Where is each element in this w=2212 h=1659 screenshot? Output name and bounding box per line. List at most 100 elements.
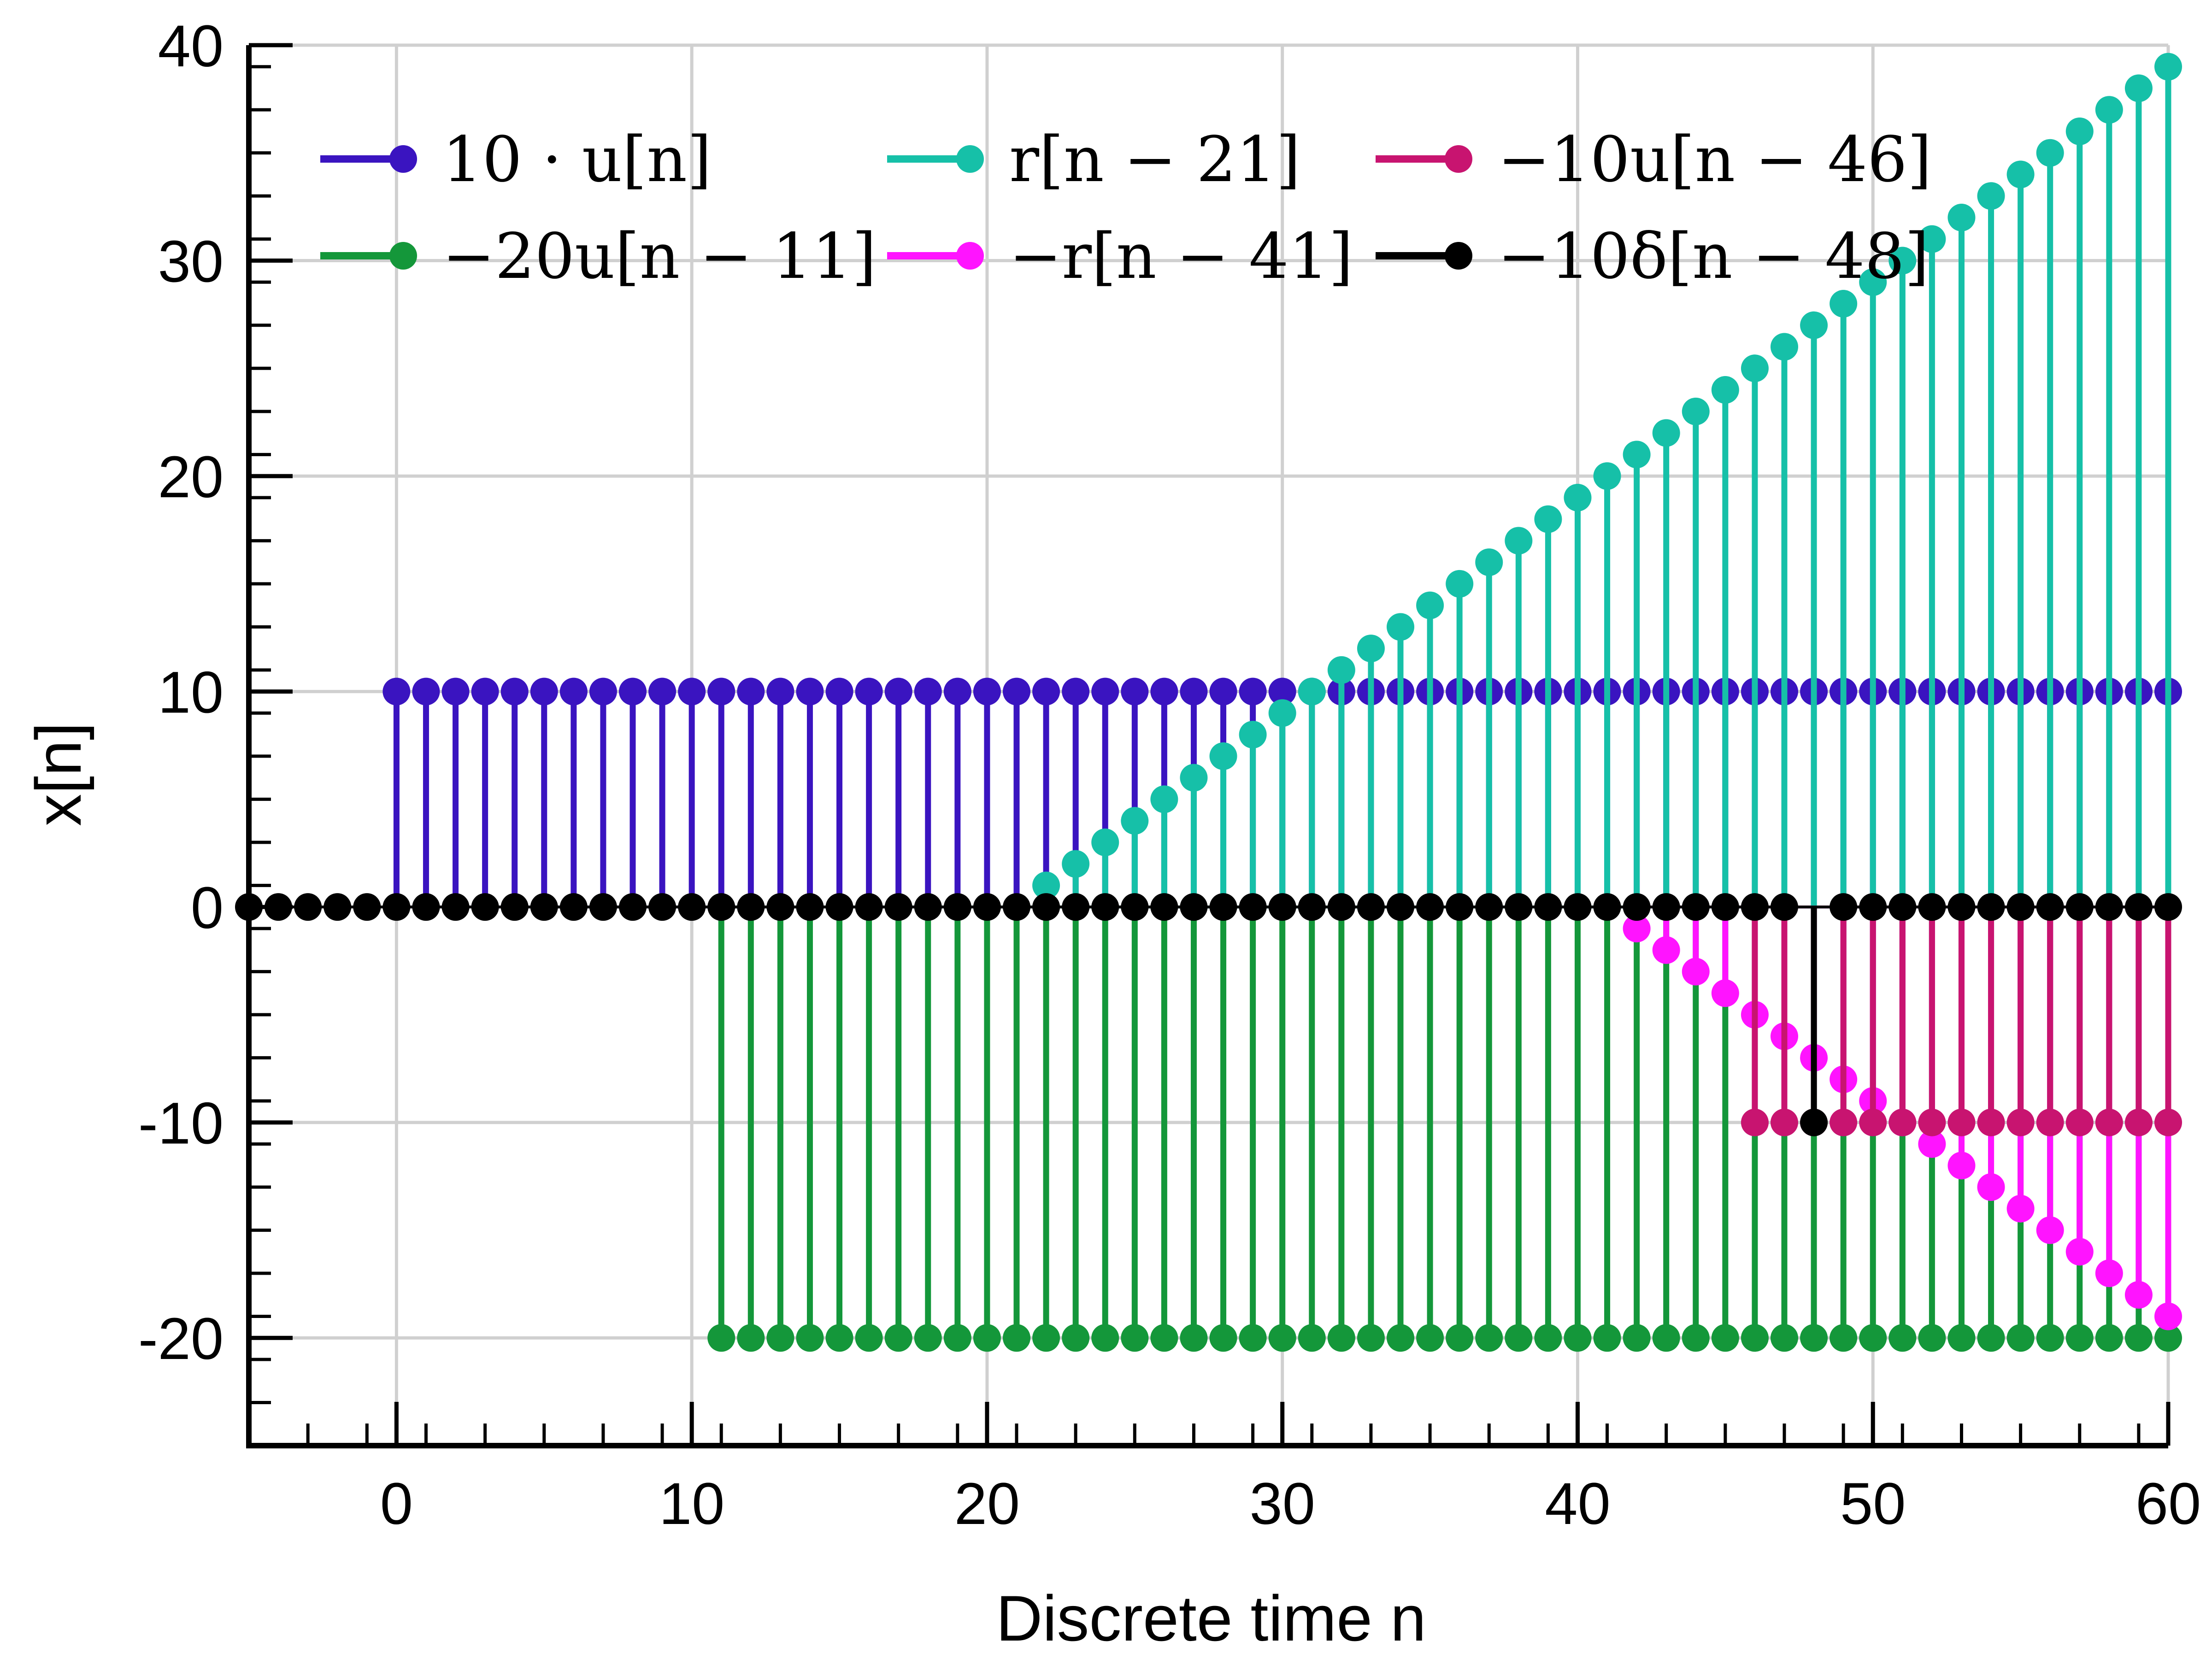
- series-4-marker: [1918, 1108, 1946, 1136]
- y-tick-label: 0: [191, 875, 224, 941]
- series-2-marker: [1711, 376, 1739, 404]
- series-1-marker: [1741, 1324, 1769, 1352]
- series-5-marker: [382, 893, 411, 921]
- series-0-marker: [1180, 677, 1208, 706]
- series-1-marker: [2154, 1324, 2182, 1352]
- x-axis-label: Discrete time n: [996, 1582, 1426, 1654]
- series-5-marker: [737, 893, 765, 921]
- series-1-marker: [1593, 1324, 1621, 1352]
- series-0-marker: [382, 677, 411, 706]
- series-1-marker: [1800, 1324, 1828, 1352]
- series-5-marker: [1711, 893, 1739, 921]
- series-0-marker: [884, 677, 912, 706]
- y-tick-label: -10: [138, 1091, 224, 1157]
- series-2-marker: [2154, 53, 2182, 81]
- series-0-marker: [678, 677, 706, 706]
- series-5-marker: [294, 893, 322, 921]
- series-2-marker: [2095, 96, 2123, 124]
- series-2-marker: [1209, 742, 1237, 770]
- series-1-marker: [1711, 1324, 1739, 1352]
- series-5-marker: [559, 893, 588, 921]
- series-1-marker: [1150, 1324, 1178, 1352]
- series-2-marker: [2065, 118, 2094, 146]
- series-5-marker: [825, 893, 853, 921]
- series-5-marker: [589, 893, 617, 921]
- series-3-marker: [1623, 914, 1651, 942]
- series-1-marker: [855, 1324, 883, 1352]
- series-5-marker: [1623, 893, 1651, 921]
- series-5-marker: [648, 893, 677, 921]
- series-4: [1741, 906, 2182, 1136]
- series-2-marker: [1888, 247, 1917, 275]
- series-0-marker: [471, 677, 499, 706]
- series-1-marker: [1682, 1324, 1710, 1352]
- series-0-marker: [825, 677, 853, 706]
- series-2-marker: [2124, 74, 2153, 102]
- series-2-marker: [1150, 785, 1178, 813]
- series-2-marker: [1357, 635, 1385, 663]
- x-tick-label: 20: [954, 1471, 1020, 1537]
- series-0-marker: [1032, 677, 1060, 706]
- series-1-marker: [2124, 1324, 2153, 1352]
- series-5-marker: [1830, 893, 1858, 921]
- series-5-marker: [707, 893, 735, 921]
- series-5: [235, 893, 2182, 1136]
- legend-label: −r[n − 41]: [1009, 220, 1353, 293]
- series-0-marker: [914, 677, 942, 706]
- series-1-marker: [737, 1324, 765, 1352]
- legend-label: −10u[n − 46]: [1498, 124, 1932, 196]
- series-3-marker: [1682, 958, 1710, 986]
- series-5-marker: [2154, 893, 2182, 921]
- series-1-marker: [1121, 1324, 1149, 1352]
- series-0-marker: [737, 677, 765, 706]
- series-2-marker: [1682, 397, 1710, 425]
- series-5-marker: [1771, 893, 1798, 921]
- series-2-marker: [1298, 677, 1326, 706]
- series-5-marker: [1475, 893, 1503, 921]
- x-tick-label: 30: [1250, 1471, 1315, 1537]
- series-4-marker: [2065, 1108, 2094, 1136]
- y-tick-label: -20: [138, 1306, 224, 1372]
- series-5-marker: [1387, 893, 1414, 921]
- series-4-marker: [2036, 1108, 2064, 1136]
- series-3-marker: [1918, 1130, 1946, 1158]
- series-2-marker: [1771, 333, 1798, 361]
- series-1-marker: [1918, 1324, 1946, 1352]
- series-0-marker: [559, 677, 588, 706]
- series-1-marker: [1888, 1324, 1917, 1352]
- series-5-marker: [1268, 893, 1296, 921]
- series-5-marker: [1652, 893, 1680, 921]
- series-5-marker: [2124, 893, 2153, 921]
- series-0-marker: [796, 677, 824, 706]
- series-5-marker: [1003, 893, 1030, 921]
- series-1-marker: [1209, 1324, 1237, 1352]
- series-1-marker: [1032, 1324, 1060, 1352]
- series-2-marker: [1180, 764, 1208, 792]
- series-5-marker: [471, 893, 499, 921]
- series-0-marker: [648, 677, 677, 706]
- series-1-marker: [1859, 1324, 1887, 1352]
- series-1-marker: [1505, 1324, 1533, 1352]
- series-3-marker: [1947, 1152, 1976, 1180]
- series-0-marker: [766, 677, 794, 706]
- series-5-marker: [619, 893, 647, 921]
- series-2-marker: [1091, 828, 1119, 856]
- series-5-marker: [1947, 893, 1976, 921]
- series-1-marker: [1977, 1324, 2005, 1352]
- y-axis-label: x[n]: [22, 722, 94, 826]
- series-2-marker: [1652, 419, 1680, 447]
- series-0-marker: [943, 677, 971, 706]
- legend-marker: [1445, 145, 1472, 173]
- legend-label: −20u[n − 11]: [442, 220, 877, 293]
- series-2-marker: [1446, 570, 1474, 598]
- series-2-marker: [1859, 268, 1887, 296]
- series-5-marker: [1446, 893, 1474, 921]
- series-4-marker: [2154, 1108, 2182, 1136]
- series-1-marker: [1830, 1324, 1858, 1352]
- legend-label: 10 · u[n]: [442, 124, 712, 196]
- series-5-marker: [2036, 893, 2064, 921]
- series-5-marker: [324, 893, 352, 921]
- series-5-marker: [441, 893, 470, 921]
- series-0-marker: [1209, 677, 1237, 706]
